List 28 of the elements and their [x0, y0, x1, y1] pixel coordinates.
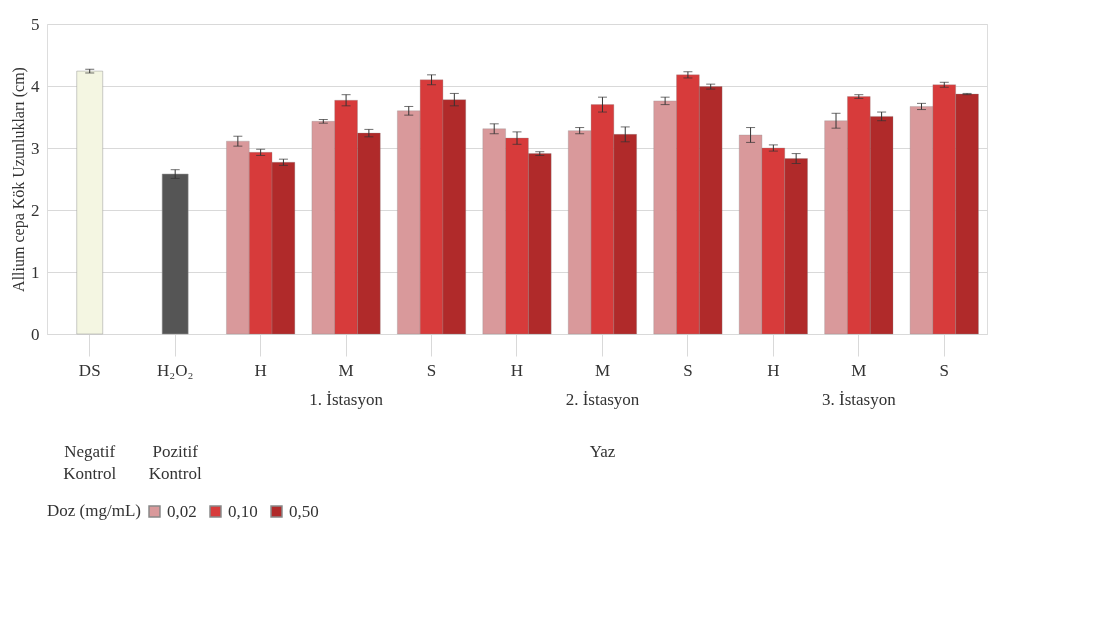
y-tick-label: 0: [31, 324, 40, 344]
x-tick-label: H: [767, 360, 780, 380]
legend-label: 0,10: [228, 501, 258, 521]
text: Pozitif Kontrol: [148, 442, 202, 483]
legend-label: 0,50: [289, 501, 319, 521]
text: 3. İstasyon: [821, 390, 897, 409]
text: 1. İstasyon: [309, 390, 384, 409]
x-tick-label: M: [851, 360, 867, 380]
y-tick-label: 1: [31, 262, 40, 282]
legend-title: Doz (mg/mL): [47, 501, 141, 520]
x-tick-label: H: [254, 360, 267, 380]
x-tick-label: S: [939, 360, 950, 380]
y-tick-label: 2: [31, 200, 40, 220]
x-tick-label: M: [338, 360, 354, 380]
x-tick-label: H₂O₂: [156, 360, 194, 380]
y-tick-label: 3: [31, 138, 40, 158]
x-tick-label: M: [594, 360, 611, 380]
x-tick-label: S: [426, 360, 437, 380]
text: 2. İstasyon: [565, 390, 640, 409]
x-tick-label: DS: [78, 360, 101, 380]
x-tick-label: S: [683, 360, 693, 380]
text: Yaz: [589, 442, 616, 461]
y-axis-title: Allium cepa Kök Uzunlukları (cm): [10, 67, 28, 292]
legend-label: 0,02: [167, 501, 197, 521]
y-tick-label: 4: [31, 76, 40, 96]
y-tick-label: 5: [31, 14, 40, 34]
text: Negatif Kontrol: [63, 442, 117, 483]
x-tick-label: H: [510, 360, 524, 380]
